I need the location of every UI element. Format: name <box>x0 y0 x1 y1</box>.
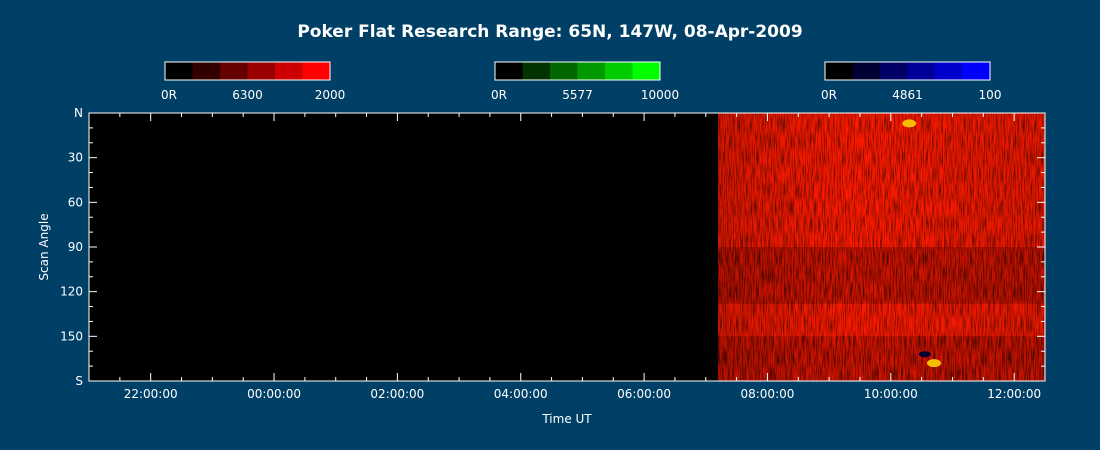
colorbar-swatch <box>247 62 276 80</box>
y-tick-label: 150 <box>60 329 83 343</box>
colorbar-swatch <box>192 62 221 80</box>
x-tick-label: 00:00:00 <box>247 387 301 401</box>
x-tick-label: 22:00:00 <box>124 387 178 401</box>
dark-band-shade <box>718 247 1045 304</box>
y-axis: N 30 60 90 120 150 S <box>60 106 1045 388</box>
colorbar-5577: 0R 5577 10000 <box>491 61 679 102</box>
colorbar-frame <box>164 61 331 81</box>
colorbar-frame <box>494 61 661 81</box>
x-axis: 22:00:00 00:00:00 02:00:00 04:00:00 06:00:00… <box>88 113 1046 401</box>
dark-spot <box>918 351 931 358</box>
colorbar-swatch <box>825 62 853 80</box>
colorbar-swatch <box>962 62 991 80</box>
colorbar-min-label: 0R <box>821 88 837 102</box>
bright-spot <box>902 119 917 128</box>
colorbar-4861: 0R 4861 100 <box>821 61 1002 102</box>
y-tick-label: 120 <box>60 285 83 299</box>
colorbar-swatch <box>935 62 963 80</box>
dark-band <box>718 247 1045 304</box>
colorbar-swatch <box>522 62 551 80</box>
x-tick-label: 08:00:00 <box>740 387 794 401</box>
x-tick-label: 02:00:00 <box>370 387 424 401</box>
y-tick-label: 60 <box>68 195 83 209</box>
y-tick-label: 90 <box>68 240 83 254</box>
colorbar-name-label: 5577 <box>562 88 593 102</box>
y-tick-label: S <box>75 374 83 388</box>
y-axis-label: Scan Angle <box>37 213 51 280</box>
colorbar-swatch <box>632 62 661 80</box>
colorbar-swatch <box>605 62 633 80</box>
colorbar-name-label: 6300 <box>232 88 263 102</box>
colorbar-max-label: 100 <box>979 88 1002 102</box>
colorbar-min-label: 0R <box>491 88 507 102</box>
colorbar-swatch <box>302 62 331 80</box>
colorbar-swatch <box>220 62 248 80</box>
colorbar-frame <box>824 61 991 81</box>
colorbar-swatch <box>907 62 936 80</box>
colorbar-max-label: 10000 <box>641 88 679 102</box>
chart-title: Poker Flat Research Range: 65N, 147W, 08… <box>297 22 802 42</box>
dark-band-shade <box>718 336 1045 381</box>
colorbar-swatch <box>275 62 303 80</box>
x-tick-label: 12:00:00 <box>987 387 1041 401</box>
x-tick-label: 10:00:00 <box>864 387 918 401</box>
x-axis-label: Time UT <box>541 412 592 426</box>
colorbar-6300: 0R 6300 2000 <box>161 61 346 102</box>
colorbar-swatch <box>577 62 606 80</box>
colorbar-legends: 0R 6300 2000 0R 5577 10000 0R 4861 100 <box>161 61 1002 102</box>
dark-band <box>718 336 1045 381</box>
colorbar-swatch <box>852 62 881 80</box>
y-tick-label: 30 <box>68 151 83 165</box>
colorbar-swatch <box>550 62 578 80</box>
colorbar-swatch <box>880 62 908 80</box>
x-tick-label: 04:00:00 <box>494 387 548 401</box>
colorbar-max-label: 2000 <box>315 88 346 102</box>
colorbar-swatch <box>165 62 193 80</box>
plot-area: 22:00:00 00:00:00 02:00:00 04:00:00 06:00:00… <box>60 106 1046 401</box>
colorbar-min-label: 0R <box>161 88 177 102</box>
y-tick-label: N <box>74 106 83 120</box>
x-tick-label: 06:00:00 <box>617 387 671 401</box>
colorbar-name-label: 4861 <box>892 88 923 102</box>
bright-spot <box>926 359 941 368</box>
colorbar-swatch <box>495 62 523 80</box>
